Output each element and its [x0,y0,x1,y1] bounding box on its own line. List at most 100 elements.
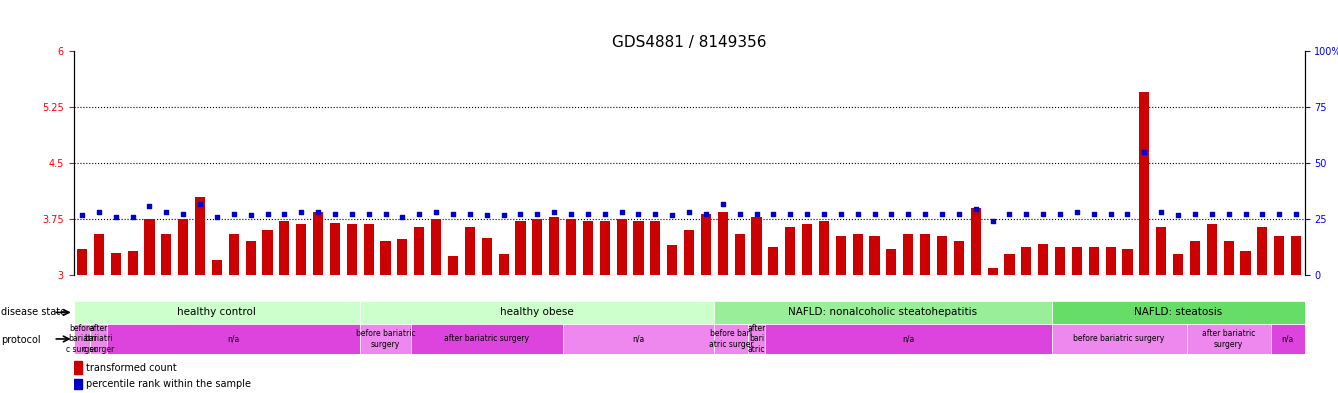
Point [1286,211,1307,217]
Text: n/a: n/a [1282,334,1294,343]
FancyBboxPatch shape [1052,324,1187,354]
Bar [1105,247,1116,275]
Point [341,211,363,217]
Point [476,212,498,219]
Point [1167,212,1188,219]
Point [864,211,886,217]
Point [206,214,227,220]
Point [1033,211,1054,217]
FancyBboxPatch shape [1052,301,1305,324]
Text: before
bariatri
c surger: before bariatri c surger [67,324,98,354]
Bar [162,234,171,275]
Text: healthy obese: healthy obese [500,307,574,318]
Bar [650,221,661,275]
Point [1082,211,1104,217]
Point [240,212,261,219]
FancyBboxPatch shape [107,324,360,354]
Bar [74,379,82,389]
FancyBboxPatch shape [765,324,1052,354]
Bar [448,256,458,275]
Bar [111,253,120,275]
Point [190,201,211,208]
Bar [195,196,205,275]
Bar [1123,249,1132,275]
Bar [296,224,306,275]
Bar [1189,241,1200,275]
FancyBboxPatch shape [714,301,1052,324]
Point [1218,211,1239,217]
Point [780,211,801,217]
Bar [903,234,914,275]
Text: n/a: n/a [633,334,645,343]
FancyBboxPatch shape [1271,324,1305,354]
Point [290,208,312,215]
Point [661,212,682,219]
Point [914,211,935,217]
Bar [717,211,728,275]
Point [712,201,733,208]
FancyBboxPatch shape [74,301,360,324]
Bar [229,234,240,275]
FancyBboxPatch shape [562,324,714,354]
Point [880,211,902,217]
FancyBboxPatch shape [411,324,562,354]
Text: NAFLD: steatosis: NAFLD: steatosis [1135,307,1222,318]
Bar [1274,236,1284,275]
Bar [127,251,138,275]
Bar [246,241,256,275]
Text: n/a: n/a [227,334,240,343]
Bar [145,219,154,275]
Point [459,211,480,217]
Bar [583,221,593,275]
Bar [970,208,981,275]
Point [324,211,345,217]
Bar [1291,236,1301,275]
Bar [1021,247,1032,275]
Point [543,208,565,215]
Text: before bariatric surgery: before bariatric surgery [1073,334,1164,343]
Bar [684,230,694,275]
Point [425,208,447,215]
Point [594,211,615,217]
Bar [178,219,189,275]
FancyBboxPatch shape [360,324,411,354]
Bar [1005,254,1014,275]
Point [106,214,127,220]
Point [982,218,1004,224]
Bar [533,219,542,275]
Bar [515,221,526,275]
Bar [364,224,373,275]
Point [359,211,380,217]
Bar [1156,226,1167,275]
Bar [347,224,357,275]
Bar [74,361,82,373]
Point [949,211,970,217]
Bar [768,247,779,275]
Text: protocol: protocol [1,335,41,345]
Point [998,211,1020,217]
Point [1016,211,1037,217]
FancyBboxPatch shape [748,324,765,354]
Point [139,203,161,209]
Text: after bariatric surgery: after bariatric surgery [444,334,530,343]
Point [561,211,582,217]
Point [443,211,464,217]
Point [173,211,194,217]
Point [510,211,531,217]
Bar [1173,254,1183,275]
Point [392,214,413,220]
Point [375,211,396,217]
Bar [262,230,273,275]
Bar [701,214,710,275]
Bar [1072,247,1082,275]
Point [696,211,717,217]
Bar [1054,247,1065,275]
Text: NAFLD: nonalcoholic steatohepatitis: NAFLD: nonalcoholic steatohepatitis [788,307,978,318]
Bar [1258,226,1267,275]
Point [1235,211,1256,217]
Point [1184,211,1206,217]
Bar [937,236,947,275]
Text: transformed count: transformed count [86,362,177,373]
Point [729,211,751,217]
Point [847,211,868,217]
